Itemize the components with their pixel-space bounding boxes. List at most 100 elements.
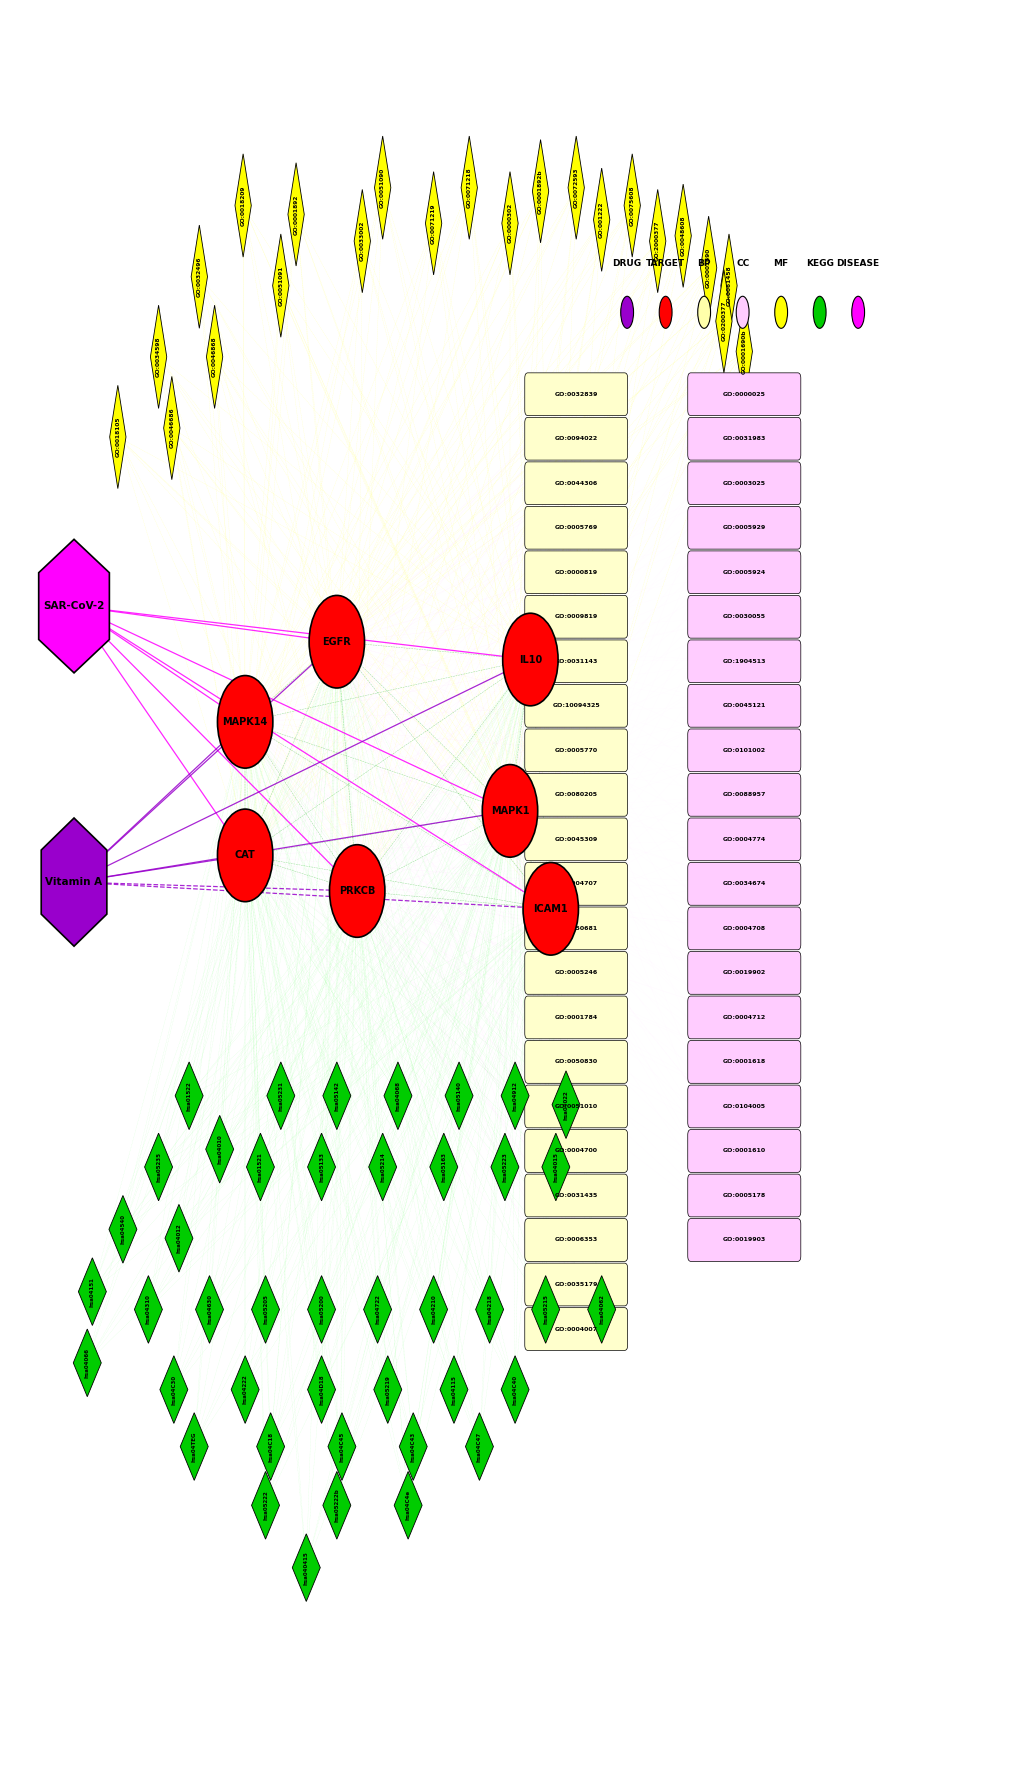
- Polygon shape: [490, 1133, 519, 1201]
- Text: hsa01521: hsa01521: [258, 1153, 263, 1181]
- Text: GO:0046868: GO:0046868: [212, 337, 217, 378]
- FancyBboxPatch shape: [524, 551, 627, 593]
- Polygon shape: [308, 1356, 335, 1424]
- Text: GO:0045309: GO:0045309: [554, 838, 597, 841]
- Text: GO:0004774: GO:0004774: [721, 838, 765, 841]
- Polygon shape: [531, 1276, 559, 1344]
- FancyBboxPatch shape: [524, 1219, 627, 1262]
- Text: IL10: IL10: [519, 654, 541, 665]
- Text: GO:001222: GO:001222: [598, 201, 603, 239]
- Text: GO:0000819: GO:0000819: [554, 570, 597, 576]
- Polygon shape: [393, 1472, 422, 1540]
- FancyBboxPatch shape: [524, 1308, 627, 1351]
- Text: KEGG: KEGG: [805, 258, 833, 267]
- Text: hsa04062: hsa04062: [598, 1294, 603, 1324]
- Polygon shape: [272, 233, 288, 337]
- Ellipse shape: [523, 862, 578, 955]
- Text: GO:0019902: GO:0019902: [721, 971, 765, 975]
- Text: hsa05215: hsa05215: [543, 1294, 547, 1324]
- Text: DISEASE: DISEASE: [836, 258, 878, 267]
- Text: GO:0035179: GO:0035179: [554, 1281, 597, 1287]
- Text: hsa04022: hsa04022: [562, 1091, 568, 1119]
- Text: GO:0004700: GO:0004700: [554, 1148, 597, 1153]
- Text: GO:0006353: GO:0006353: [554, 1237, 597, 1242]
- FancyBboxPatch shape: [687, 462, 800, 504]
- Polygon shape: [439, 1356, 468, 1424]
- Text: GO:0046686: GO:0046686: [169, 408, 174, 449]
- FancyBboxPatch shape: [524, 684, 627, 727]
- Text: hsa04310: hsa04310: [146, 1294, 151, 1324]
- Ellipse shape: [217, 809, 273, 902]
- Polygon shape: [160, 1356, 187, 1424]
- Text: hsa05222b: hsa05222b: [334, 1488, 339, 1522]
- Polygon shape: [110, 385, 126, 488]
- Text: MAPK1: MAPK1: [490, 805, 529, 816]
- Text: hsa04066: hsa04066: [85, 1347, 90, 1377]
- Text: hsa05214: hsa05214: [380, 1151, 385, 1181]
- Polygon shape: [196, 1276, 223, 1344]
- Text: MAPK14: MAPK14: [222, 716, 268, 727]
- Text: hsa04722: hsa04722: [375, 1294, 380, 1324]
- Polygon shape: [73, 1329, 101, 1397]
- Polygon shape: [736, 299, 752, 403]
- Polygon shape: [308, 1276, 335, 1344]
- Text: hsa04630: hsa04630: [207, 1294, 212, 1324]
- Text: Vitamin A: Vitamin A: [46, 877, 103, 887]
- Polygon shape: [206, 1116, 233, 1183]
- Polygon shape: [287, 162, 304, 266]
- Polygon shape: [568, 135, 584, 239]
- Text: hsa04010: hsa04010: [217, 1135, 222, 1164]
- Polygon shape: [500, 1356, 529, 1424]
- Text: GO:0005924: GO:0005924: [721, 570, 765, 576]
- Ellipse shape: [736, 296, 748, 328]
- Text: GO:10094325: GO:10094325: [552, 704, 599, 707]
- Text: GO:0094022: GO:0094022: [554, 437, 597, 442]
- FancyBboxPatch shape: [687, 640, 800, 683]
- Polygon shape: [398, 1413, 427, 1481]
- Polygon shape: [231, 1356, 259, 1424]
- Text: CAT: CAT: [234, 850, 256, 861]
- Text: hsa04012: hsa04012: [176, 1224, 181, 1253]
- Text: BP: BP: [697, 258, 710, 267]
- FancyBboxPatch shape: [524, 595, 627, 638]
- Polygon shape: [267, 1062, 294, 1130]
- Text: hsa05219: hsa05219: [385, 1374, 390, 1404]
- Text: TARGET: TARGET: [645, 258, 685, 267]
- Text: DRUG: DRUG: [612, 258, 641, 267]
- Text: ICAM1: ICAM1: [533, 903, 568, 914]
- Text: hsa04912: hsa04912: [513, 1082, 517, 1110]
- Text: GO:0001892: GO:0001892: [293, 194, 299, 235]
- FancyBboxPatch shape: [524, 640, 627, 683]
- Polygon shape: [465, 1413, 493, 1481]
- Polygon shape: [461, 135, 477, 239]
- Polygon shape: [501, 171, 518, 274]
- Ellipse shape: [309, 595, 364, 688]
- Text: GO:0051010: GO:0051010: [554, 1105, 597, 1108]
- Text: GO:2000377: GO:2000377: [654, 221, 659, 262]
- Polygon shape: [373, 1356, 401, 1424]
- FancyBboxPatch shape: [687, 773, 800, 816]
- Text: GO:0004712: GO:0004712: [721, 1016, 765, 1019]
- Text: hsa05142: hsa05142: [334, 1082, 339, 1110]
- Text: hsa04015: hsa04015: [552, 1151, 557, 1181]
- Text: GO:0101002: GO:0101002: [722, 748, 765, 752]
- Polygon shape: [649, 189, 665, 292]
- Polygon shape: [78, 1258, 106, 1326]
- Text: GO:0001690: GO:0001690: [705, 248, 710, 289]
- Polygon shape: [425, 171, 441, 274]
- Text: hsa04TEG: hsa04TEG: [192, 1431, 197, 1461]
- FancyBboxPatch shape: [687, 372, 800, 415]
- Ellipse shape: [812, 296, 825, 328]
- Text: GO:0071219: GO:0071219: [431, 203, 436, 244]
- Text: hsa04D18: hsa04D18: [319, 1374, 324, 1404]
- Text: hsa04C40: hsa04C40: [513, 1374, 517, 1404]
- Polygon shape: [252, 1276, 279, 1344]
- Text: GO:0048608: GO:0048608: [680, 216, 685, 257]
- Polygon shape: [500, 1062, 529, 1130]
- Polygon shape: [354, 189, 370, 292]
- Text: GO:0018105: GO:0018105: [115, 417, 120, 458]
- Text: hsa04C47: hsa04C47: [477, 1431, 481, 1461]
- Polygon shape: [206, 305, 222, 408]
- FancyBboxPatch shape: [524, 417, 627, 460]
- Text: hsa05222: hsa05222: [263, 1490, 268, 1520]
